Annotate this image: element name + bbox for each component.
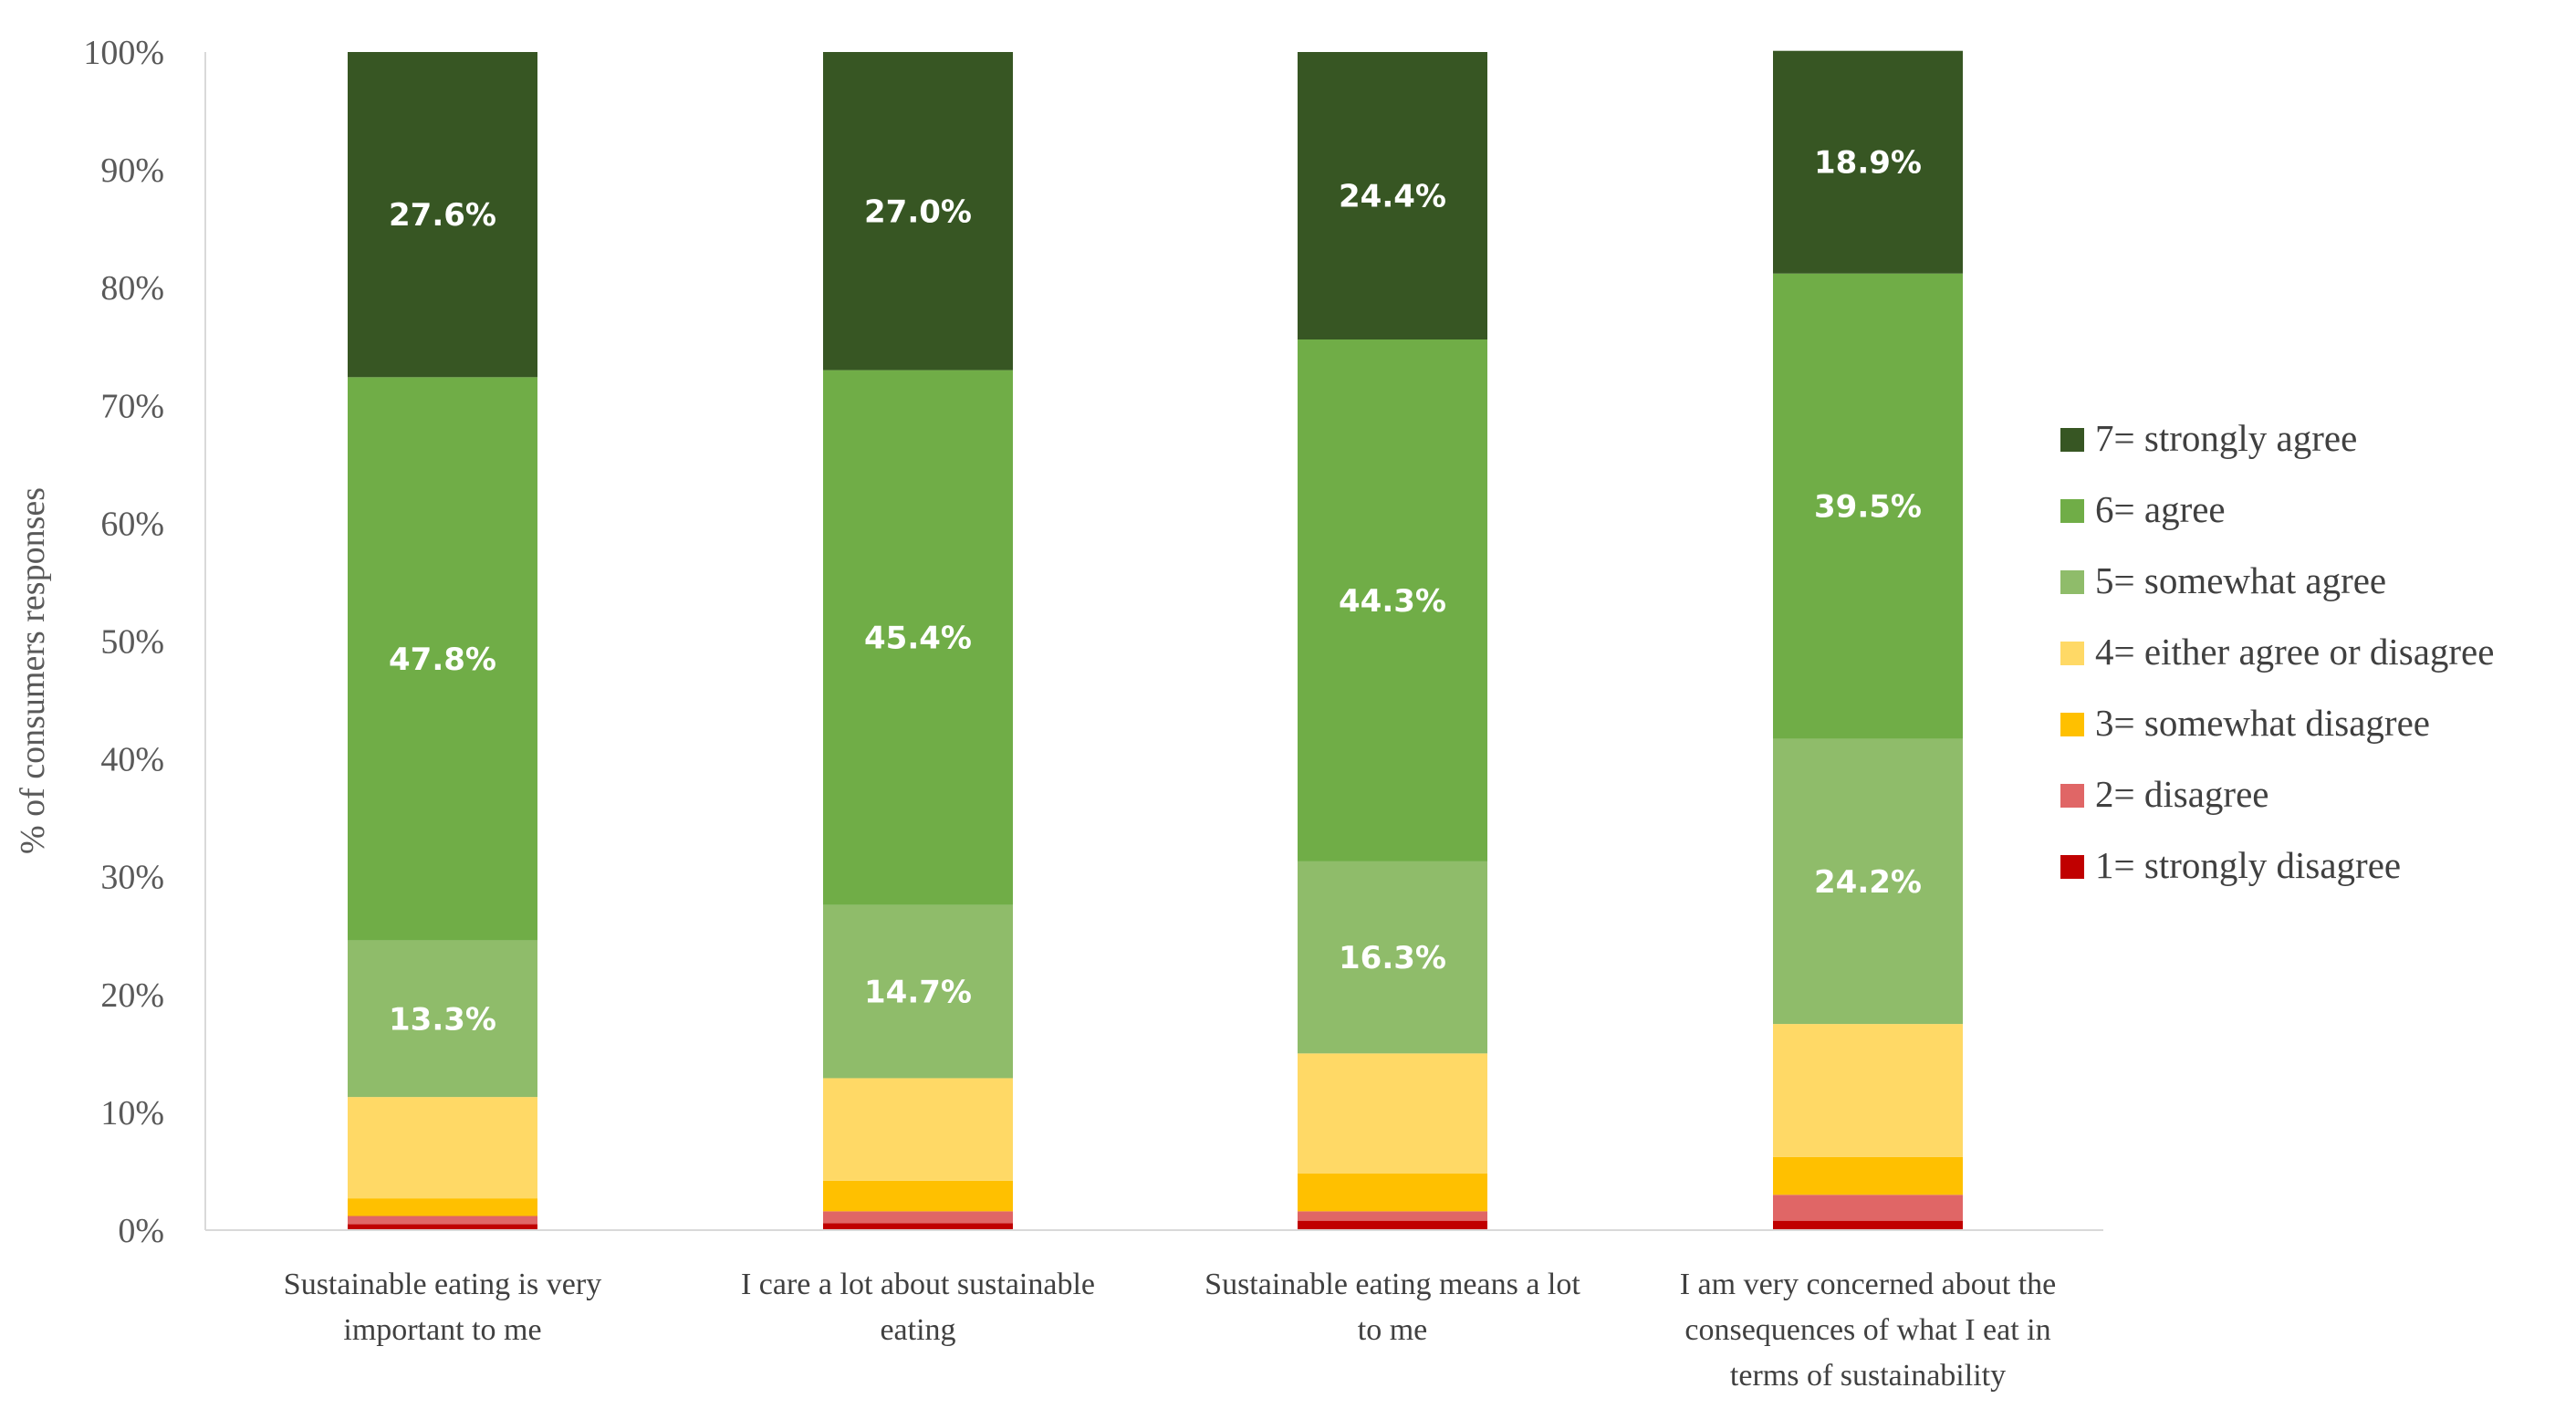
bar-segment bbox=[1298, 1211, 1487, 1221]
legend-swatch bbox=[2060, 642, 2084, 665]
category-label: terms of sustainability bbox=[1730, 1359, 2006, 1393]
bar-segment bbox=[1773, 1220, 1963, 1230]
bar-segment bbox=[348, 1216, 537, 1225]
bar-segment bbox=[1298, 339, 1487, 861]
bar-segment bbox=[348, 940, 537, 1098]
legend-swatch bbox=[2060, 499, 2084, 523]
bar-segment bbox=[1773, 1195, 1963, 1221]
bar-segment bbox=[1298, 1174, 1487, 1212]
y-tick-label: 60% bbox=[100, 505, 164, 543]
y-tick-label: 10% bbox=[100, 1094, 164, 1132]
bar-segment bbox=[1298, 1053, 1487, 1174]
data-label: 14.7% bbox=[864, 975, 972, 1011]
y-tick-label: 0% bbox=[118, 1212, 164, 1250]
y-tick-label: 70% bbox=[100, 387, 164, 425]
axes bbox=[204, 52, 2103, 1231]
category-label: eating bbox=[880, 1313, 955, 1347]
data-label: 27.0% bbox=[864, 193, 972, 230]
data-label: 27.6% bbox=[389, 197, 496, 234]
category-label: to me bbox=[1358, 1313, 1427, 1347]
bar-segment bbox=[823, 1211, 1013, 1224]
y-axis-ticks: 0% 10% 20% 30% 40% 50% 60% 70% 80% 90% 100% bbox=[83, 34, 164, 1250]
y-tick-label: 30% bbox=[100, 859, 164, 897]
data-label: 13.3% bbox=[389, 1001, 496, 1038]
category-labels: Sustainable eating is very important to m… bbox=[284, 1268, 2056, 1393]
y-tick-label: 80% bbox=[100, 269, 164, 308]
bar-segment bbox=[823, 370, 1013, 905]
bar-segment bbox=[1773, 273, 1963, 739]
data-label: 18.9% bbox=[1814, 145, 1922, 182]
bars: 13.3% 47.8% 27.6% 14.7% 45.4% 27.0% 16.3% 44.3%… bbox=[348, 50, 1963, 1230]
bar-segment bbox=[348, 52, 537, 378]
legend-label: 5= somewhat agree bbox=[2095, 559, 2386, 601]
category-label: I am very concerned about the bbox=[1680, 1268, 2057, 1301]
legend-swatch bbox=[2060, 713, 2084, 736]
y-tick-label: 90% bbox=[100, 151, 164, 190]
data-label: 16.3% bbox=[1339, 940, 1446, 976]
legend-label: 7= strongly agree bbox=[2095, 417, 2357, 459]
legend-swatch bbox=[2060, 784, 2084, 808]
data-label: 24.4% bbox=[1339, 179, 1446, 215]
bar-segment bbox=[1298, 861, 1487, 1054]
bar-segment bbox=[1298, 52, 1487, 340]
legend: 7= strongly agree 6= agree 5= somewhat agr… bbox=[2060, 417, 2494, 886]
data-label: 44.3% bbox=[1339, 583, 1446, 620]
legend-label: 2= disagree bbox=[2095, 773, 2268, 815]
bar-segment bbox=[823, 1180, 1013, 1212]
bar-segment bbox=[1773, 738, 1963, 1025]
y-tick-label: 100% bbox=[83, 34, 164, 72]
legend-label: 4= either agree or disagree bbox=[2095, 631, 2494, 673]
y-tick-label: 40% bbox=[100, 741, 164, 779]
data-label: 47.8% bbox=[389, 642, 496, 678]
legend-label: 1= strongly disagree bbox=[2095, 844, 2401, 886]
bar-segment bbox=[348, 1224, 537, 1230]
data-label: 45.4% bbox=[864, 621, 972, 657]
legend-swatch bbox=[2060, 855, 2084, 879]
category-label: important to me bbox=[343, 1313, 541, 1347]
category-label: I care a lot about sustainable bbox=[741, 1268, 1095, 1301]
y-tick-label: 20% bbox=[100, 976, 164, 1015]
bar-segment bbox=[1773, 1024, 1963, 1157]
bar-segment bbox=[348, 377, 537, 941]
y-tick-label: 50% bbox=[100, 623, 164, 662]
legend-label: 6= agree bbox=[2095, 488, 2226, 530]
category-label: Sustainable eating is very bbox=[284, 1268, 601, 1301]
data-label: 24.2% bbox=[1814, 864, 1922, 901]
data-label: 39.5% bbox=[1814, 489, 1922, 526]
bar-segment bbox=[1773, 1156, 1963, 1195]
bar-segment bbox=[1298, 1220, 1487, 1230]
legend-swatch bbox=[2060, 428, 2084, 452]
y-axis-label: % of consumers responses bbox=[14, 487, 52, 854]
legend-label: 3= somewhat disagree bbox=[2095, 702, 2430, 744]
bar-segment bbox=[823, 52, 1013, 371]
legend-swatch bbox=[2060, 570, 2084, 594]
category-label: consequences of what I eat in bbox=[1684, 1313, 2050, 1347]
bar-segment bbox=[348, 1097, 537, 1199]
bar-segment bbox=[1773, 50, 1963, 274]
category-label: Sustainable eating means a lot bbox=[1205, 1268, 1580, 1301]
bar-segment bbox=[348, 1198, 537, 1216]
bar-segment bbox=[823, 904, 1013, 1079]
bar-segment bbox=[823, 1223, 1013, 1230]
bar-segment bbox=[823, 1078, 1013, 1181]
y-axis-label-group: % of consumers responses bbox=[14, 487, 52, 854]
